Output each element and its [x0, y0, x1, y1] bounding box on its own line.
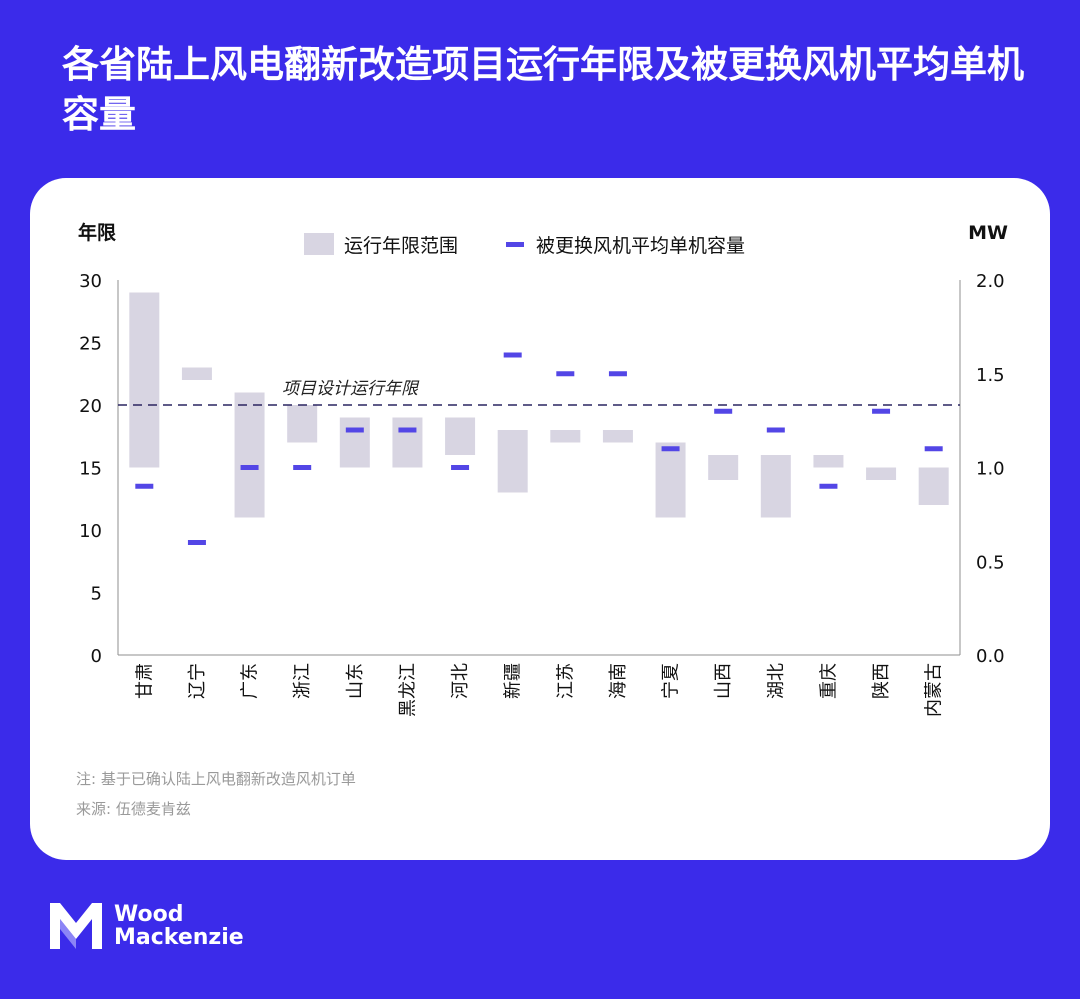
capacity-marker [503, 352, 522, 358]
category-label: 山西 [713, 663, 734, 699]
left-tick-label: 20 [79, 396, 102, 417]
plot-area: 0 5 10 15 20 25 30 0.0 0.5 1.0 1.5 2.0 甘肃 辽宁 广东 浙江 山东 黑龙江… [79, 271, 1005, 717]
category-label: 河北 [450, 663, 471, 699]
capacity-marker [924, 446, 943, 452]
right-tick-label: 0.0 [976, 646, 1005, 667]
wood-mackenzie-logo-icon [50, 903, 102, 949]
category-label: 浙江 [292, 663, 313, 699]
capacity-marker [714, 408, 733, 414]
left-axis-label: 年限 [78, 221, 116, 244]
category-label: 内蒙古 [924, 663, 945, 717]
category-label: 山东 [345, 663, 366, 699]
category-label: 新疆 [503, 663, 524, 699]
legend-label-range: 运行年限范围 [344, 235, 458, 257]
capacity-marker [187, 540, 206, 545]
capacity-marker [345, 427, 364, 433]
category-label: 重庆 [818, 663, 839, 699]
category-label: 陕西 [871, 663, 892, 699]
range-bar [866, 467, 897, 480]
left-tick-label: 10 [79, 521, 102, 542]
range-bar [708, 455, 739, 480]
capacity-marker [240, 465, 259, 470]
range-bar [918, 467, 949, 505]
capacity-marker [819, 483, 838, 489]
range-bar [760, 455, 791, 518]
range-bar [497, 430, 528, 493]
range-bar [392, 417, 423, 468]
category-label: 海南 [608, 663, 629, 699]
left-tick-label: 15 [79, 459, 102, 480]
footnote: 注: 基于已确认陆上风电翻新改造风机订单 [76, 770, 356, 788]
capacity-marker [293, 465, 312, 470]
reference-line-label: 项目设计运行年限 [282, 379, 420, 399]
category-label: 湖北 [766, 663, 787, 699]
category-label: 广东 [240, 663, 261, 699]
range-bar [287, 405, 318, 443]
capacity-marker [451, 465, 470, 470]
range-bar [339, 417, 370, 468]
chart-card: 年限 MW 运行年限范围 被更换风机平均单机容量 0 5 10 15 20 25 30 0.0… [30, 178, 1050, 860]
legend-label-capacity: 被更换风机平均单机容量 [536, 235, 745, 257]
capacity-marker [556, 371, 575, 377]
left-tick-label: 0 [91, 646, 102, 667]
logo-text-mackenzie: Mackenzie [114, 925, 244, 950]
capacity-marker [661, 446, 680, 452]
source-note: 来源: 伍德麦肯兹 [76, 800, 191, 818]
capacity-marker [608, 371, 627, 377]
range-bar [550, 430, 581, 443]
range-bar [813, 455, 844, 468]
range-bar [129, 292, 160, 468]
legend-swatch-range [304, 233, 334, 255]
wood-mackenzie-logo: Wood Mackenzie [50, 900, 244, 952]
left-tick-label: 30 [79, 271, 102, 292]
range-bar [655, 442, 686, 518]
range-bar [234, 392, 265, 518]
chart: 年限 MW 运行年限范围 被更换风机平均单机容量 0 5 10 15 20 25 30 0.0… [78, 221, 1008, 717]
logo-text-wood: Wood [114, 902, 184, 927]
left-tick-label: 5 [91, 584, 102, 605]
capacity-marker [872, 408, 891, 414]
page-title: 各省陆上风电翻新改造项目运行年限及被更换风机平均单机容量 [62, 43, 1024, 136]
capacity-marker [398, 427, 417, 433]
category-label: 甘肃 [134, 663, 155, 699]
range-bar [602, 430, 633, 443]
category-label: 江苏 [555, 663, 576, 699]
right-tick-label: 2.0 [976, 271, 1005, 292]
legend-swatch-capacity [506, 242, 524, 247]
left-tick-label: 25 [79, 334, 102, 355]
right-tick-label: 1.5 [976, 365, 1005, 386]
right-tick-label: 1.0 [976, 459, 1005, 480]
right-axis-label: MW [968, 222, 1008, 244]
capacity-marker [135, 483, 154, 489]
category-label: 宁夏 [661, 663, 682, 699]
range-bar [445, 417, 476, 455]
range-bar [181, 367, 212, 380]
category-label: 黑龙江 [397, 663, 418, 717]
capacity-marker [766, 427, 785, 433]
category-label: 辽宁 [187, 663, 208, 699]
right-tick-label: 0.5 [976, 552, 1005, 573]
